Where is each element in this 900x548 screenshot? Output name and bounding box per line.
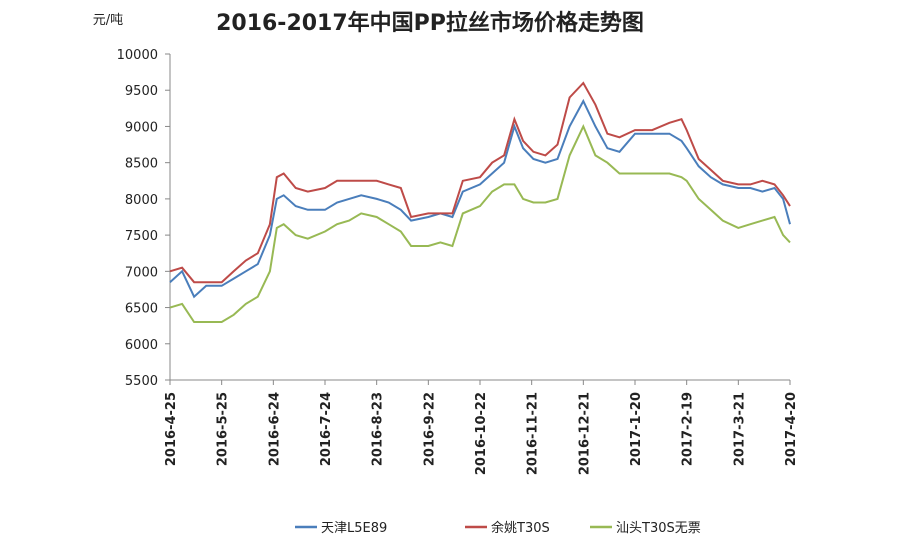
x-tick-label: 2017-4-20 — [784, 392, 799, 466]
y-tick-label: 6000 — [125, 338, 158, 353]
legend-label: 余姚T30S — [491, 520, 550, 536]
y-tick-label: 9000 — [125, 120, 158, 135]
y-tick-label: 8000 — [125, 193, 158, 208]
chart-title: 2016-2017年中国PP拉丝市场价格走势图 — [216, 10, 644, 36]
y-tick-label: 10000 — [117, 48, 158, 63]
legend-label: 汕头T30S无票 — [616, 521, 701, 536]
x-tick-label: 2016-10-22 — [474, 392, 489, 475]
x-tick-label: 2017-1-20 — [629, 392, 644, 466]
series-line — [169, 123, 791, 323]
x-tick-label: 2017-3-21 — [732, 392, 747, 466]
x-tick-label: 2016-6-24 — [267, 392, 282, 466]
y-tick-label: 5500 — [125, 374, 158, 389]
series-line — [169, 98, 791, 299]
x-tick-label: 2016-4-25 — [164, 392, 179, 466]
x-tick-label: 2016-9-22 — [422, 392, 437, 466]
x-tick-label: 2016-5-25 — [216, 392, 231, 466]
series-line — [169, 81, 791, 284]
x-tick-label: 2016-11-21 — [526, 392, 541, 475]
y-axis-label: 元/吨 — [93, 13, 123, 28]
y-tick-label: 6500 — [125, 302, 158, 317]
y-tick-label: 7500 — [125, 229, 158, 244]
x-tick-label: 2016-12-21 — [577, 392, 592, 475]
y-tick-label: 8500 — [125, 157, 158, 172]
x-tick-label: 2016-8-23 — [371, 392, 386, 466]
x-tick-label: 2017-2-19 — [681, 392, 696, 466]
x-tick-label: 2016-7-24 — [319, 392, 334, 466]
y-tick-label: 7000 — [125, 265, 158, 280]
y-tick-label: 9500 — [125, 84, 158, 99]
legend-label: 天津L5E89 — [321, 521, 387, 536]
